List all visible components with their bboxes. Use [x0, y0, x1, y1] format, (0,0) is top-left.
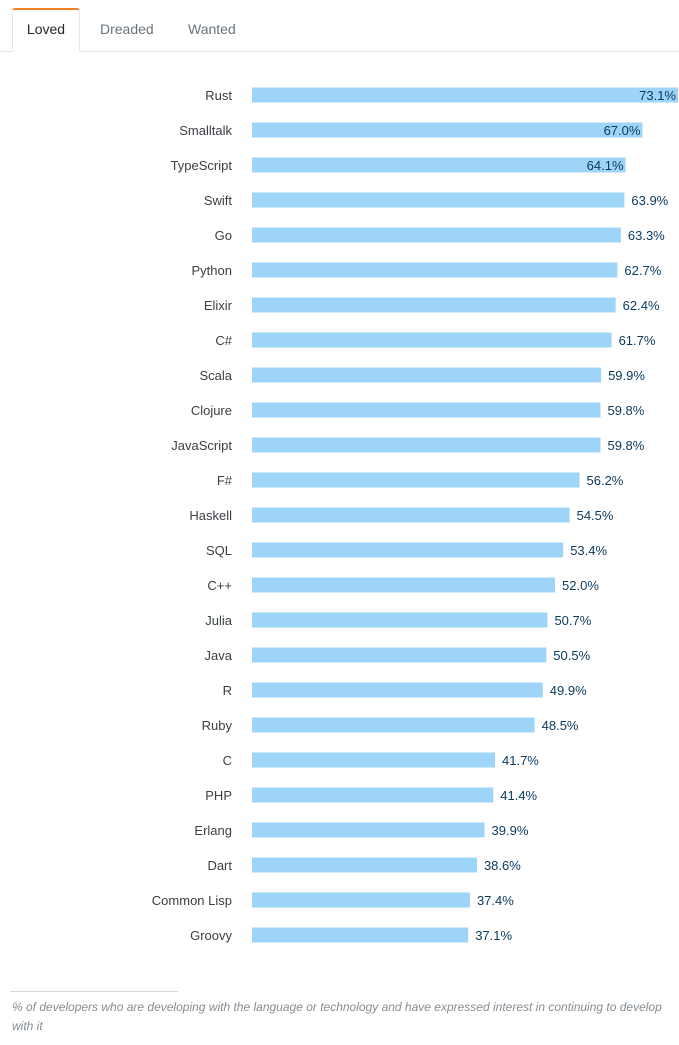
- bar-sql: [252, 542, 564, 558]
- bar-dart: [252, 857, 477, 873]
- value-label-go: 63.3%: [628, 228, 665, 243]
- bar-elixir: [252, 297, 616, 313]
- value-label-fsharp: 56.2%: [587, 473, 624, 488]
- tab-loved[interactable]: Loved: [12, 8, 80, 52]
- category-label-scala: Scala: [199, 368, 232, 383]
- bar-erlang: [252, 822, 485, 838]
- category-label-go: Go: [215, 228, 232, 243]
- bar-julia: [252, 612, 548, 628]
- tab-bar: Loved Dreaded Wanted: [0, 0, 679, 52]
- bar-fsharp: [252, 472, 580, 488]
- value-label-sql: 53.4%: [570, 543, 607, 558]
- value-label-smalltalk: 67.0%: [604, 123, 641, 138]
- value-label-rust: 73.1%: [639, 88, 676, 103]
- value-label-haskell: 54.5%: [577, 508, 614, 523]
- bar-haskell: [252, 507, 570, 523]
- category-label-clojure: Clojure: [191, 403, 232, 418]
- category-label-haskell: Haskell: [189, 508, 232, 523]
- bar-java: [252, 647, 547, 663]
- tab-dreaded[interactable]: Dreaded: [100, 21, 154, 37]
- category-label-smalltalk: Smalltalk: [179, 123, 232, 138]
- value-label-erlang: 39.9%: [492, 823, 529, 838]
- bar-php: [252, 787, 494, 803]
- category-label-rust: Rust: [205, 88, 232, 103]
- value-label-typescript: 64.1%: [587, 158, 624, 173]
- bar-scala: [252, 367, 602, 383]
- category-label-fsharp: F#: [217, 473, 233, 488]
- bar-chart: Rust 73.1% Smalltalk 67.0% TypeScript 64.1% Sw…: [152, 87, 678, 943]
- category-label-sql: SQL: [206, 543, 232, 558]
- category-label-python: Python: [192, 263, 232, 278]
- category-label-c: C: [223, 753, 232, 768]
- bar-typescript: [252, 157, 626, 173]
- bar-csharp: [252, 332, 612, 348]
- value-label-scala: 59.9%: [608, 368, 645, 383]
- bar-smalltalk: [252, 122, 643, 138]
- tab-wanted[interactable]: Wanted: [188, 21, 236, 37]
- category-label-cplusplus: C++: [207, 578, 232, 593]
- category-label-javascript: JavaScript: [171, 438, 232, 453]
- bar-common-lisp: [252, 892, 470, 908]
- value-label-julia: 50.7%: [554, 613, 591, 628]
- bar-rust: [252, 87, 678, 103]
- bar-swift: [252, 192, 625, 208]
- value-label-java: 50.5%: [553, 648, 590, 663]
- value-label-ruby: 48.5%: [542, 718, 579, 733]
- bar-r: [252, 682, 543, 698]
- category-label-julia: Julia: [205, 613, 233, 628]
- value-label-javascript: 59.8%: [607, 438, 644, 453]
- category-label-csharp: C#: [215, 333, 232, 348]
- value-label-cplusplus: 52.0%: [562, 578, 599, 593]
- bar-javascript: [252, 437, 601, 453]
- category-label-swift: Swift: [204, 193, 233, 208]
- bar-go: [252, 227, 621, 243]
- category-label-elixir: Elixir: [204, 298, 233, 313]
- value-label-python: 62.7%: [624, 263, 661, 278]
- value-label-groovy: 37.1%: [475, 928, 512, 943]
- bar-c: [252, 752, 496, 768]
- bar-python: [252, 262, 618, 278]
- category-label-r: R: [223, 683, 232, 698]
- value-label-clojure: 59.8%: [607, 403, 644, 418]
- category-label-php: PHP: [205, 788, 232, 803]
- footnote-divider: [10, 991, 178, 992]
- value-label-elixir: 62.4%: [623, 298, 660, 313]
- bar-clojure: [252, 402, 601, 418]
- value-label-csharp: 61.7%: [619, 333, 656, 348]
- category-label-java: Java: [205, 648, 233, 663]
- category-label-common-lisp: Common Lisp: [152, 893, 232, 908]
- bar-ruby: [252, 717, 535, 733]
- category-label-typescript: TypeScript: [171, 158, 233, 173]
- value-label-c: 41.7%: [502, 753, 539, 768]
- value-label-dart: 38.6%: [484, 858, 521, 873]
- category-label-erlang: Erlang: [194, 823, 232, 838]
- value-label-r: 49.9%: [550, 683, 587, 698]
- bar-cplusplus: [252, 577, 556, 593]
- category-label-ruby: Ruby: [202, 718, 233, 733]
- footnote: % of developers who are developing with …: [12, 1000, 662, 1033]
- bar-groovy: [252, 927, 469, 943]
- value-label-php: 41.4%: [500, 788, 537, 803]
- category-label-groovy: Groovy: [190, 928, 232, 943]
- value-label-swift: 63.9%: [631, 193, 668, 208]
- tab-bar-divider: [0, 51, 679, 52]
- category-label-dart: Dart: [207, 858, 232, 873]
- value-label-common-lisp: 37.4%: [477, 893, 514, 908]
